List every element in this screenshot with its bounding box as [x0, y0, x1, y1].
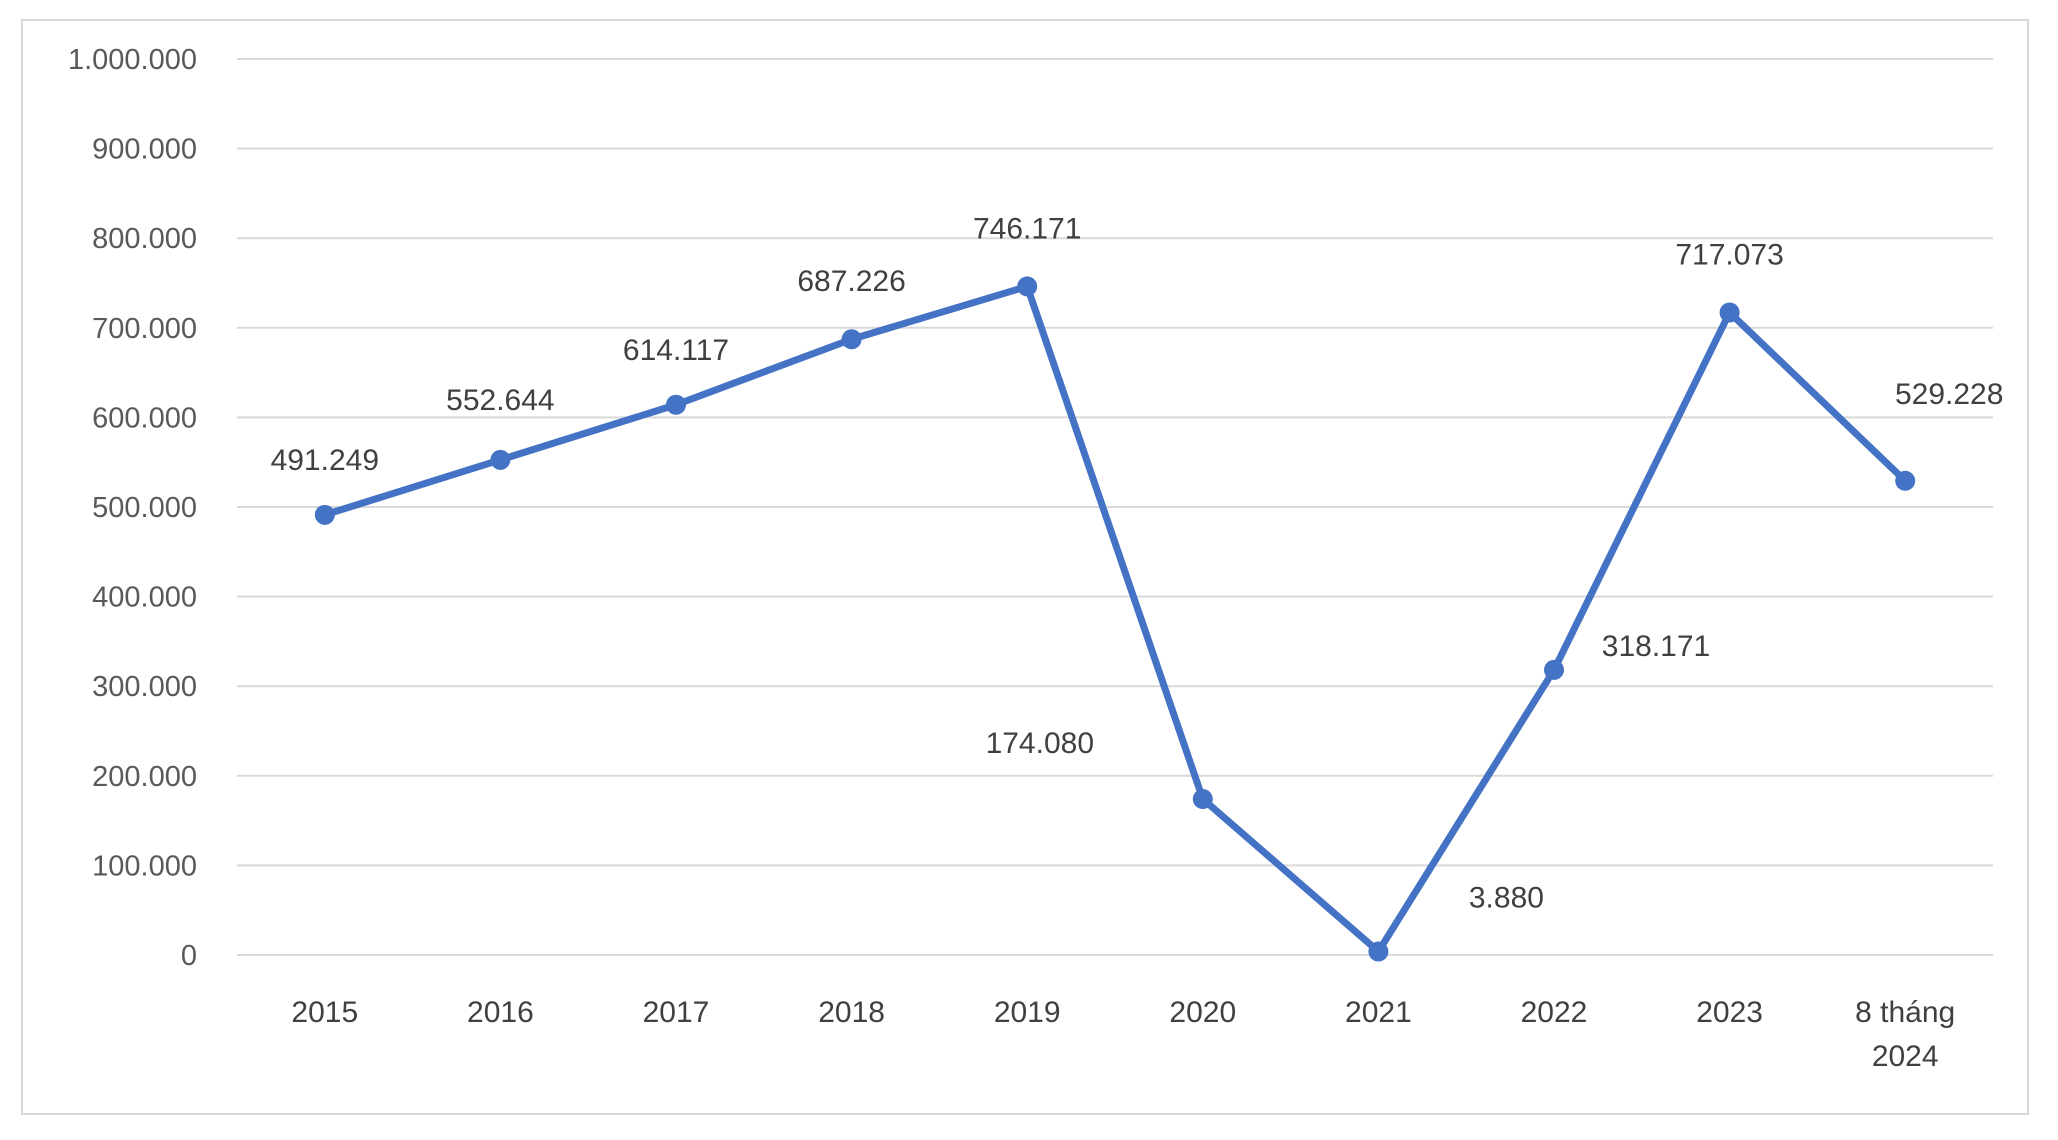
data-point	[666, 394, 686, 415]
x-tick-label: 2015	[291, 996, 358, 1029]
x-tick-label: 2019	[994, 996, 1061, 1029]
x-tick-label: 2023	[1696, 996, 1763, 1029]
y-tick-label: 300.000	[92, 671, 197, 703]
data-point	[1192, 789, 1213, 810]
chart-area	[21, 19, 2029, 1115]
series-line	[321, 282, 1909, 956]
data-label: 491.249	[271, 444, 379, 477]
data-label: 552.644	[446, 384, 554, 417]
data-point	[490, 449, 511, 470]
x-tick-label: 2016	[467, 996, 534, 1029]
data-label: 614.117	[623, 334, 729, 367]
y-tick-label: 600.000	[92, 402, 197, 434]
data-point	[1719, 302, 1740, 323]
data-label: 717.073	[1675, 239, 1783, 272]
y-tick-label: 700.000	[92, 313, 197, 345]
data-label: 687.226	[797, 265, 905, 298]
y-tick-label: 100.000	[92, 850, 197, 882]
data-point	[1544, 659, 1564, 680]
y-tick-label: 900.000	[92, 134, 197, 166]
data-label: 174.080	[986, 727, 1094, 760]
data-point	[1017, 276, 1038, 297]
y-tick-label: 1.000.000	[68, 44, 197, 76]
x-tick-label: 2022	[1521, 996, 1588, 1029]
y-tick-label: 500.000	[92, 492, 197, 524]
data-point	[1368, 941, 1389, 962]
x-tick-label: 2018	[818, 996, 885, 1029]
data-label: 746.171	[973, 212, 1081, 245]
data-point	[841, 329, 862, 350]
series-layer	[314, 276, 1916, 962]
data-label: 3.880	[1469, 882, 1544, 915]
y-axis: 0 100.000 200.000 300.000 400.000 500.000 600.…	[68, 44, 197, 972]
y-tick-label: 800.000	[92, 223, 197, 255]
y-tick-label: 400.000	[92, 582, 197, 614]
data-label: 529.228	[1895, 378, 2003, 411]
x-tick-label: 2020	[1169, 996, 1236, 1029]
gridlines	[237, 58, 1993, 956]
x-tick-label: 8 tháng 2024	[1855, 996, 1955, 1073]
y-tick-label: 200.000	[92, 761, 197, 793]
data-point	[1895, 470, 1916, 491]
x-tick-label: 2017	[643, 996, 710, 1029]
x-axis: 2015 2016 2017 2018 2019 2020 2021 2022 2023 8 th…	[291, 996, 1955, 1073]
data-labels: 491.249 552.644 614.117 687.226 746.171 174.0…	[271, 212, 2004, 914]
data-point	[314, 504, 335, 525]
x-tick-label: 2021	[1345, 996, 1412, 1029]
y-tick-label: 0	[181, 940, 197, 972]
data-label: 318.171	[1602, 630, 1710, 663]
